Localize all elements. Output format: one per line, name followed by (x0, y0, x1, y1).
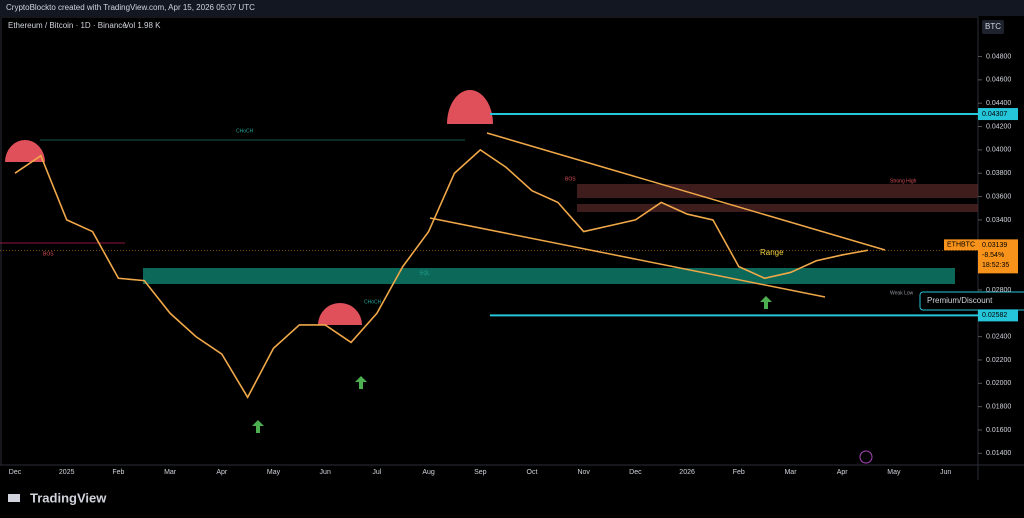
x-tick-label: May (267, 469, 281, 476)
x-tick-label: Jun (320, 469, 331, 476)
currency: BTC (985, 22, 1001, 31)
replay-icon[interactable] (859, 450, 873, 464)
annotation: EQL (420, 270, 430, 276)
x-tick-label: Dec (9, 469, 22, 476)
y-tick-label: 0.04200 (986, 123, 1011, 130)
x-tick-label: Dec (629, 469, 642, 476)
annotation: Weak Low (890, 290, 914, 296)
y-tick-label: 0.03400 (986, 217, 1011, 224)
chart-title: Ethereum / Bitcoin · 1D · Binance (8, 21, 127, 30)
footer-logo: TradingView (30, 490, 107, 505)
level-label: 0.04307 (982, 111, 1007, 118)
y-tick-label: 0.04000 (986, 147, 1011, 154)
x-tick-label: Mar (784, 469, 797, 476)
x-tick-label: May (887, 469, 901, 476)
x-tick-label: Feb (733, 469, 745, 476)
annotation-box (919, 291, 1024, 311)
annotation: CHoCH (364, 299, 382, 305)
annotation: Range (760, 248, 784, 257)
symbol: ETHBTC (947, 242, 975, 249)
y-tick-label: 0.02200 (986, 357, 1011, 364)
header-text: CryptoBlockto created with TradingView.c… (6, 3, 255, 12)
logo-mark (8, 494, 20, 502)
y-tick-label: 0.04400 (986, 100, 1011, 107)
supply-zone (577, 204, 978, 212)
x-tick-label: Sep (474, 469, 487, 476)
y-tick-label: 0.02800 (986, 287, 1011, 294)
level-tag (978, 108, 1018, 121)
x-tick-label: Aug (422, 469, 435, 476)
top-marker (318, 303, 362, 325)
supply-zone (577, 184, 978, 198)
annotation: BOS (565, 176, 576, 182)
x-tick-label: Apr (216, 469, 228, 476)
header-bar (0, 0, 1024, 16)
up-arrow (760, 296, 772, 309)
x-tick-label: Feb (112, 469, 124, 476)
x-tick-label: Jun (940, 469, 951, 476)
x-tick-label: 2025 (59, 469, 75, 476)
trendline (429, 217, 826, 298)
up-arrow (355, 376, 367, 389)
x-tick-label: Mar (164, 469, 177, 476)
y-tick-label: 0.04600 (986, 77, 1011, 84)
y-tick-label: 0.02000 (986, 380, 1011, 387)
x-tick-label: Jul (372, 469, 381, 476)
annotation: BOS (43, 251, 54, 257)
trendline (486, 132, 886, 251)
level-label: 0.02582 (982, 312, 1007, 319)
y-tick-label: 0.01600 (986, 427, 1011, 434)
last-price: 0.03139 (982, 242, 1007, 249)
currency-box (982, 20, 1004, 34)
y-tick-label: 0.01800 (986, 403, 1011, 410)
y-tick-label: 0.03800 (986, 170, 1011, 177)
volume: Vol 1.98 K (124, 21, 161, 30)
x-tick-label: Oct (527, 469, 538, 476)
y-tick-label: 0.01400 (986, 450, 1011, 457)
price-tag (978, 239, 1018, 274)
countdown: 18:52:35 (982, 262, 1009, 269)
annotation: CHoCH (236, 128, 254, 134)
y-tick-label: 0.02400 (986, 333, 1011, 340)
price-change: -8.54% (982, 252, 1004, 259)
annotation: Premium/Discount (927, 296, 993, 305)
y-tick-label: 0.03600 (986, 193, 1011, 200)
price-line (14, 148, 869, 399)
annotation: Strong High (890, 178, 917, 184)
logo: TradingView (8, 490, 107, 505)
symbol-tag (944, 239, 978, 251)
demand-zone (143, 268, 955, 284)
top-marker (447, 90, 493, 124)
up-arrow (252, 420, 264, 433)
x-tick-label: 2026 (679, 469, 695, 476)
top-marker (5, 140, 45, 162)
level-tag (978, 309, 1018, 322)
x-tick-label: Apr (837, 469, 849, 476)
y-tick-label: 0.04800 (986, 53, 1011, 60)
x-tick-label: Nov (577, 469, 590, 476)
